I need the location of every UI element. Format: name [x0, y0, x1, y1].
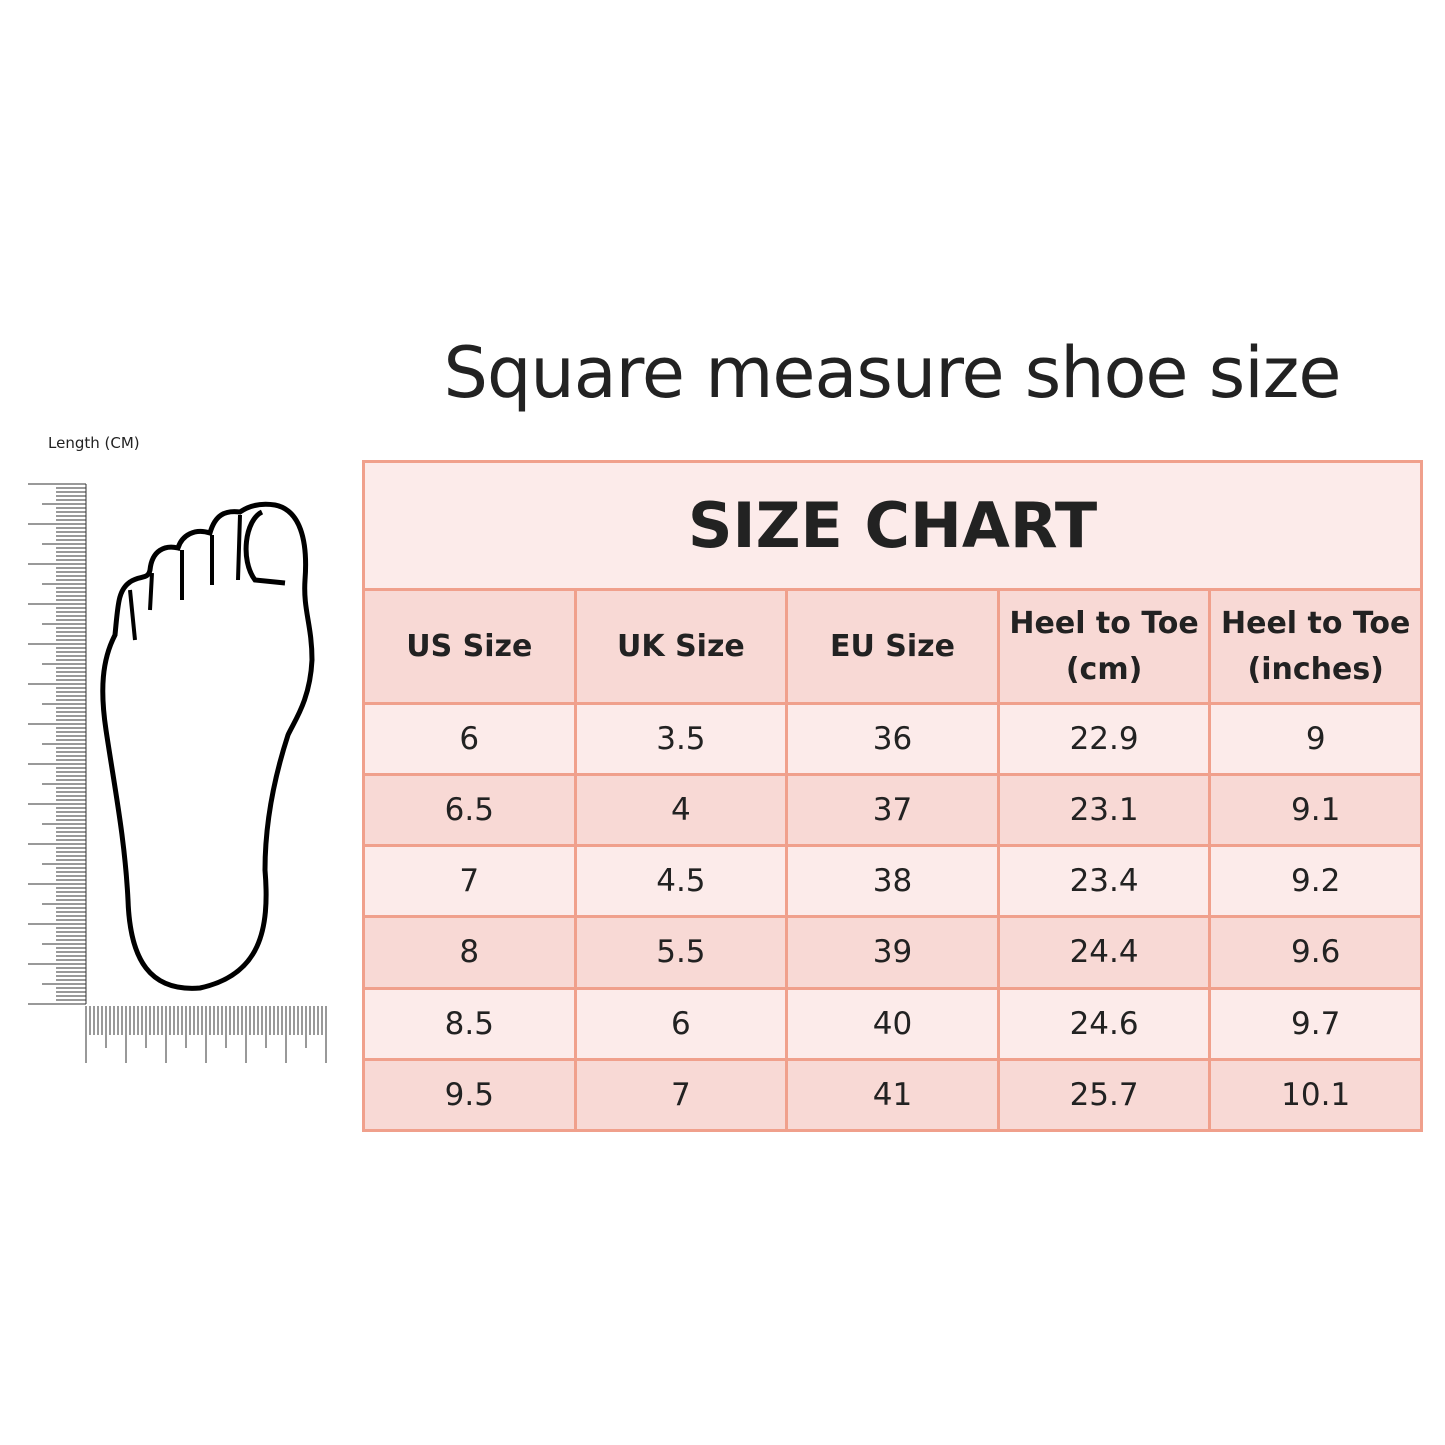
- table-cell: 9.5: [362, 1057, 577, 1133]
- size-chart-table: SIZE CHART US Size UK Size EU Size Heel to …: [362, 459, 1423, 1133]
- table-row: 7 4.5 38 23.4 9.2: [362, 844, 1423, 919]
- page-title: Square measure shoe size: [443, 332, 1342, 414]
- table-cell: 23.4: [996, 844, 1212, 919]
- table-cell: 7: [573, 1057, 789, 1133]
- table-cell: 6: [573, 986, 789, 1061]
- table-cell: 4: [573, 772, 789, 848]
- table-cell: 5.5: [573, 915, 789, 990]
- table-cell: 24.4: [996, 915, 1212, 990]
- column-header: Heel to Toe (cm): [996, 588, 1212, 705]
- table-cell: 7: [362, 844, 577, 919]
- table-cell: 39: [785, 915, 1000, 990]
- table-cell: 10.1: [1208, 1057, 1423, 1133]
- column-header: UK Size: [573, 588, 789, 705]
- table-cell: 6: [362, 701, 577, 776]
- table-row: 6.5 4 37 23.1 9.1: [362, 772, 1423, 848]
- table-cell: 37: [785, 772, 1000, 848]
- table-cell: 6.5: [362, 772, 577, 848]
- table-cell: 3.5: [573, 701, 789, 776]
- table-cell: 23.1: [996, 772, 1212, 848]
- table-cell: 9.1: [1208, 772, 1423, 848]
- table-cell: 8: [362, 915, 577, 990]
- table-cell: 38: [785, 844, 1000, 919]
- table-cell: 8.5: [362, 986, 577, 1061]
- ruler-icon: [28, 483, 327, 1063]
- column-header: EU Size: [785, 588, 1000, 705]
- table-cell: 40: [785, 986, 1000, 1061]
- table-cell: 24.6: [996, 986, 1212, 1061]
- table-cell: 4.5: [573, 844, 789, 919]
- table-cell: 9: [1208, 701, 1423, 776]
- ruler-label: Length (CM): [48, 434, 140, 452]
- column-header: Heel to Toe (inches): [1208, 588, 1423, 705]
- table-cell: 9.2: [1208, 844, 1423, 919]
- column-header: US Size: [362, 588, 577, 705]
- table-row: 8.5 6 40 24.6 9.7: [362, 986, 1423, 1061]
- table-cell: 9.7: [1208, 986, 1423, 1061]
- table-cell: 25.7: [996, 1057, 1212, 1133]
- foot-outline-icon: [100, 501, 315, 991]
- table-row: 6 3.5 36 22.9 9: [362, 701, 1423, 776]
- header-row: US Size UK Size EU Size Heel to Toe (cm) Hee…: [362, 588, 1423, 705]
- table-cell: 9.6: [1208, 915, 1423, 990]
- table-row: 8 5.5 39 24.4 9.6: [362, 915, 1423, 990]
- table-row: 9.5 7 41 25.7 10.1: [362, 1057, 1423, 1133]
- table-caption: SIZE CHART: [362, 459, 1423, 592]
- table-cell: 41: [785, 1057, 1000, 1133]
- table-cell: 36: [785, 701, 1000, 776]
- table-cell: 22.9: [996, 701, 1212, 776]
